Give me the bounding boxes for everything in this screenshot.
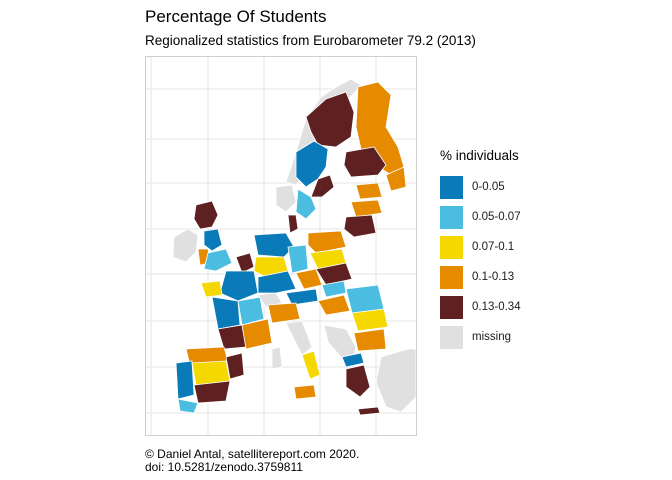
legend-label: 0.13-0.34 — [472, 301, 521, 313]
region-sardinia — [271, 346, 283, 370]
legend-label: 0-0.05 — [472, 181, 505, 193]
region-italy-north — [267, 302, 301, 324]
region-benelux — [235, 252, 255, 274]
region-italy-south — [301, 350, 321, 380]
region-france-north — [219, 270, 259, 302]
region-hungary — [317, 294, 351, 316]
legend-swatch — [440, 205, 463, 229]
region-romania-south — [351, 308, 389, 332]
region-sweden-central — [295, 140, 329, 188]
region-estonia — [355, 182, 383, 200]
legend-item: missing — [440, 322, 560, 352]
region-greece-south — [345, 364, 371, 398]
legend-item: 0.1-0.13 — [440, 262, 560, 292]
region-denmark — [287, 214, 299, 234]
legend-swatch — [440, 325, 463, 349]
region-spain-east — [225, 352, 245, 380]
region-sicily — [293, 384, 317, 400]
region-latvia — [350, 199, 383, 218]
legend-swatch — [440, 295, 463, 319]
region-bulgaria — [353, 328, 387, 352]
region-south-england — [203, 248, 233, 272]
regions — [172, 78, 416, 416]
region-crete — [357, 406, 381, 416]
legend-label: 0.05-0.07 — [472, 211, 521, 223]
region-france-west — [211, 296, 241, 330]
region-portugal — [175, 360, 195, 400]
legend-swatch — [440, 175, 463, 199]
region-romania-north — [345, 284, 385, 314]
region-france-southeast — [241, 318, 273, 350]
region-ireland — [172, 228, 199, 263]
region-spain-south — [193, 380, 231, 404]
legend-swatch — [440, 265, 463, 289]
region-italy-central — [285, 320, 313, 356]
region-andalusia — [177, 398, 199, 414]
legend-item: 0-0.05 — [440, 172, 560, 202]
region-norway-south — [275, 184, 297, 213]
region-turkey — [375, 348, 416, 413]
region-scotland — [193, 200, 219, 230]
legend-swatch — [440, 235, 463, 259]
region-germany-south — [257, 270, 297, 294]
region-poland-south — [315, 262, 353, 286]
legend-item: 0.13-0.34 — [440, 292, 560, 322]
caption-line-2: doi: 10.5281/zenodo.3759811 — [145, 460, 303, 474]
legend-label: 0.07-0.1 — [472, 241, 515, 253]
caption-line-1: © Daniel Antal, satellitereport.com 2020… — [145, 447, 360, 461]
region-sweden-north — [305, 91, 355, 148]
region-austria — [285, 288, 319, 306]
region-finland-south — [343, 146, 387, 178]
legend-item: 0.05-0.07 — [440, 202, 560, 232]
legend-label: 0.1-0.13 — [472, 271, 515, 283]
region-greece-north — [341, 352, 365, 368]
legend: % individuals 0-0.05 0.05-0.07 0.07-0.1 … — [440, 148, 560, 352]
caption: © Daniel Antal, satellitereport.com 2020… — [145, 448, 359, 474]
region-stockholm — [310, 174, 335, 198]
region-brittany — [200, 280, 223, 298]
legend-title: % individuals — [440, 148, 519, 163]
map-title: Percentage Of Students — [145, 7, 327, 26]
region-sweden-south — [295, 188, 317, 220]
europe-map — [146, 57, 416, 435]
region-france-central — [237, 296, 265, 326]
region-germany-east — [287, 244, 309, 274]
map-panel — [145, 56, 417, 436]
region-lithuania — [343, 214, 377, 238]
region-france-southwest — [217, 324, 247, 350]
region-germany-north — [253, 232, 295, 258]
region-north-england — [203, 228, 223, 252]
legend-label: missing — [472, 331, 511, 343]
region-slovakia — [321, 280, 347, 298]
map-subtitle: Regionalized statistics from Eurobaromet… — [145, 33, 476, 48]
region-finland-east — [385, 166, 407, 192]
region-switzerland — [257, 292, 283, 308]
legend-item: 0.07-0.1 — [440, 232, 560, 262]
